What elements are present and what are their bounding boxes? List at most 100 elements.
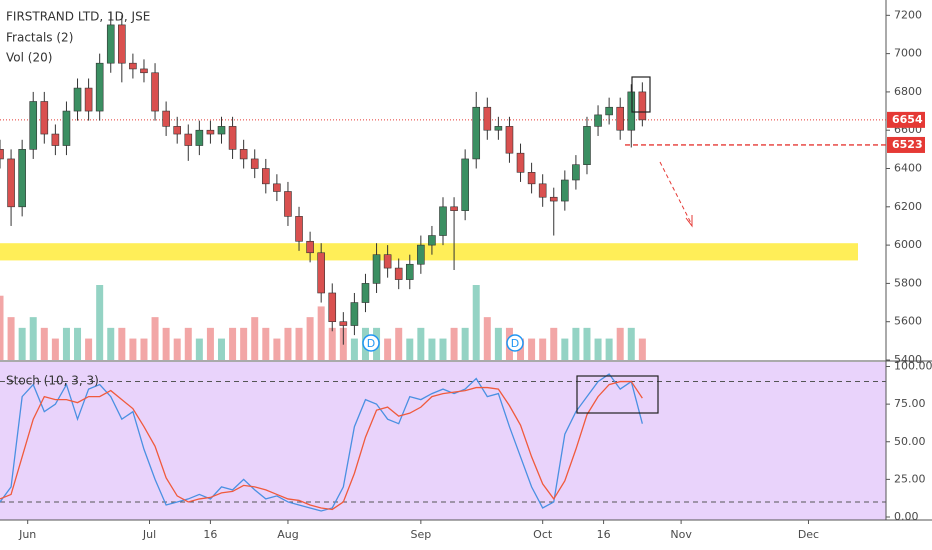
candle-body — [0, 149, 4, 160]
candle-body — [361, 283, 370, 303]
volume-bar — [173, 338, 181, 360]
volume-bar — [461, 327, 469, 360]
candle-body — [151, 72, 159, 112]
volume-bar — [594, 338, 602, 360]
candle-body — [273, 183, 281, 192]
y-tick-label: 50.00 — [894, 435, 926, 448]
candle-body — [417, 244, 425, 265]
candle-body — [561, 179, 569, 202]
volume-bar — [140, 338, 148, 360]
indicator-label: Vol (20) — [6, 51, 52, 65]
volume-bar — [295, 327, 303, 360]
candle-body — [350, 302, 359, 326]
candle-body — [572, 164, 580, 181]
volume-bar — [218, 338, 225, 360]
volume-bar — [472, 285, 480, 360]
y-tick-label: 6000 — [894, 238, 922, 251]
volume-bar — [184, 327, 192, 360]
candle-body — [118, 24, 126, 64]
candle-body — [195, 129, 204, 146]
volume-bar — [428, 338, 436, 360]
annotation-box — [631, 76, 651, 113]
candle-body — [339, 321, 348, 326]
y-tick-label: 100.00 — [894, 360, 932, 373]
candle-body — [162, 110, 170, 127]
volume-bar — [328, 327, 336, 360]
volume-bar — [528, 338, 536, 360]
candle-body — [616, 106, 625, 131]
volume-bar — [284, 327, 292, 360]
candle-body — [40, 101, 49, 135]
y-tick-label: 7000 — [894, 47, 922, 60]
candle-body — [472, 106, 481, 160]
y-tick-label: 6200 — [894, 200, 922, 213]
volume-bar — [0, 295, 4, 360]
volume-bar — [627, 327, 635, 360]
price-label: 6523 — [892, 138, 923, 151]
candle-body — [372, 254, 381, 284]
arrow-head — [685, 215, 693, 228]
volume-bar — [572, 327, 580, 360]
candle-body — [140, 68, 148, 74]
candle-body — [239, 149, 248, 160]
candle-body — [516, 152, 525, 173]
dividend-marker — [362, 334, 380, 352]
volume-bar — [129, 338, 137, 360]
candle-body — [306, 240, 314, 254]
candle-body — [428, 235, 436, 246]
x-tick-label: Jul — [142, 528, 156, 541]
volume-bar — [7, 317, 15, 360]
volume-bar — [384, 338, 392, 360]
volume-bar — [118, 327, 126, 360]
candle-body — [62, 110, 71, 146]
candle-body — [594, 114, 602, 127]
candle-body — [29, 101, 38, 150]
candle-body — [206, 129, 215, 135]
price-label-box — [887, 111, 925, 128]
volume-bar — [162, 327, 170, 360]
volume-bar — [262, 327, 270, 360]
candle-body — [583, 126, 591, 165]
forecast-arrow — [659, 161, 693, 226]
x-tick-label: 16 — [203, 528, 217, 541]
candle-body — [538, 183, 547, 198]
volume-bar — [583, 327, 591, 360]
volume-bar — [51, 338, 59, 360]
candle-body — [284, 191, 292, 217]
x-tick-label: Aug — [277, 528, 298, 541]
candle-body — [483, 106, 492, 131]
volume-bar — [273, 338, 281, 360]
candle-body — [549, 196, 558, 202]
stoch-line — [0, 380, 643, 511]
volume-bar — [107, 327, 115, 360]
candle-body — [95, 62, 104, 112]
y-tick-label: 0.00 — [894, 510, 919, 523]
candle-body — [84, 87, 93, 112]
volume-bar — [406, 338, 414, 360]
indicator-label: Fractals (2) — [6, 31, 73, 45]
volume-bar — [306, 317, 314, 360]
volume-bar — [240, 327, 248, 360]
volume-bar — [18, 327, 26, 360]
volume-bar — [251, 317, 259, 360]
volume-bar — [616, 327, 624, 360]
candle-body — [129, 62, 137, 70]
volume-bar — [417, 327, 425, 360]
volume-bar — [195, 338, 203, 360]
dividend-marker — [506, 334, 524, 352]
candle-body — [217, 126, 226, 135]
volume-bar — [605, 338, 613, 360]
candle-body — [328, 292, 337, 323]
volume-bar — [62, 327, 70, 360]
candle-body — [405, 263, 414, 280]
candle-body — [638, 91, 647, 121]
dividend-label: D — [511, 337, 519, 350]
y-tick-label: 6400 — [894, 162, 922, 175]
candle-body — [261, 168, 270, 185]
volume-bar — [151, 317, 159, 360]
y-tick-label: 7200 — [894, 8, 922, 21]
candle-body — [18, 149, 26, 208]
x-tick-label: Jun — [18, 528, 36, 541]
y-tick-label: 5600 — [894, 315, 922, 328]
candle-body — [7, 158, 15, 208]
